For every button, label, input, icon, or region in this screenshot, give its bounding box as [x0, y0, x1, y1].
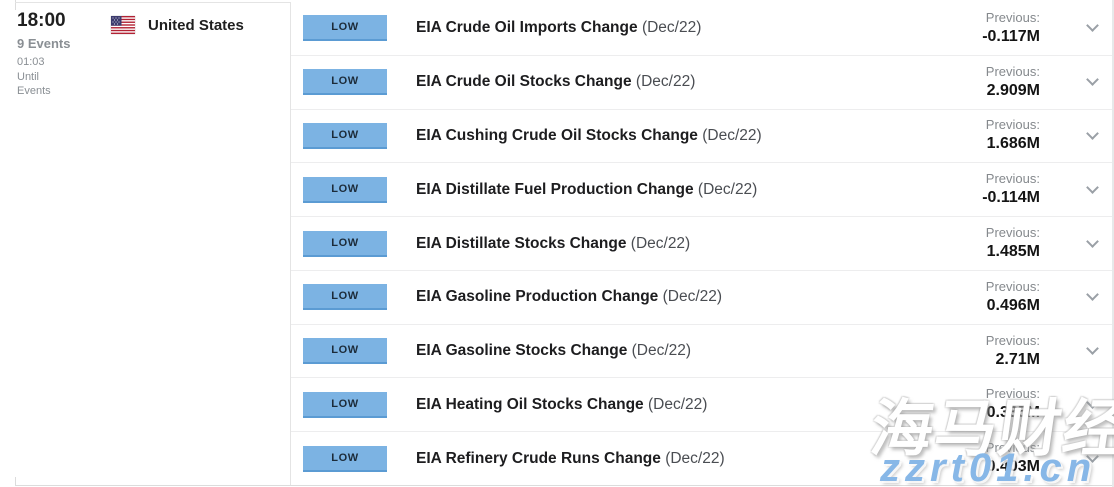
previous-value: 0.496M — [986, 296, 1040, 314]
previous-label: Previous: — [985, 440, 1040, 456]
event-period: (Dec/22) — [635, 73, 696, 91]
impact-badge-low: LOW — [303, 230, 387, 257]
previous-value-block: Previous: -0.335M — [981, 386, 1040, 423]
previous-label: Previous: — [985, 386, 1040, 402]
group-time: 18:00 — [17, 10, 66, 31]
event-row[interactable]: LOW EIA Crude Oil Imports Change (Dec/22… — [291, 2, 1112, 56]
previous-value: 1.686M — [986, 135, 1040, 153]
previous-value-block: Previous: 1.686M — [986, 117, 1040, 154]
event-period: (Dec/22) — [697, 180, 758, 198]
time-country-panel: 18:00 9 Events 01:03 Until Events — [0, 2, 290, 485]
previous-label: Previous: — [985, 171, 1040, 187]
event-name: EIA Crude Oil Imports Change (Dec/22) — [416, 19, 702, 37]
previous-label: Previous: — [985, 332, 1040, 348]
previous-value-block: Previous: -0.114M — [982, 171, 1040, 208]
panel-divider — [290, 2, 291, 485]
chevron-down-icon[interactable] — [1086, 127, 1099, 140]
event-period: (Dec/22) — [641, 19, 702, 37]
impact-badge-low: LOW — [303, 445, 387, 472]
event-name: EIA Distillate Stocks Change (Dec/22) — [416, 234, 691, 252]
event-period: (Dec/22) — [630, 234, 691, 252]
event-row[interactable]: LOW EIA Gasoline Production Change (Dec/… — [291, 270, 1112, 325]
event-name: EIA Gasoline Stocks Change (Dec/22) — [416, 342, 692, 360]
frame-line-right — [1112, 0, 1114, 487]
chevron-down-icon[interactable] — [1086, 234, 1099, 248]
event-name: EIA Distillate Fuel Production Change (D… — [416, 180, 758, 198]
previous-value: -0.335M — [981, 404, 1040, 422]
previous-value: 2.71M — [995, 350, 1040, 368]
previous-label: Previous: — [985, 117, 1040, 133]
impact-badge-low: LOW — [303, 176, 387, 203]
event-name: EIA Refinery Crude Runs Change (Dec/22) — [416, 449, 725, 467]
previous-value: 0.403M — [986, 458, 1040, 476]
previous-value: 2.909M — [986, 81, 1040, 99]
previous-value: -0.114M — [982, 189, 1040, 207]
group-event-count: 9 Events — [17, 36, 71, 51]
previous-label: Previous: — [985, 225, 1040, 241]
frame-line-bottom — [15, 485, 1112, 486]
country-header: United States — [111, 16, 244, 34]
chevron-down-icon[interactable] — [1086, 180, 1099, 194]
countdown-time: 01:03 — [17, 56, 45, 68]
chevron-down-icon[interactable] — [1086, 395, 1099, 409]
event-row[interactable]: LOW EIA Distillate Stocks Change (Dec/22… — [291, 217, 1112, 271]
impact-badge-low: LOW — [303, 122, 387, 149]
event-row[interactable]: LOW EIA Crude Oil Stocks Change (Dec/22)… — [291, 55, 1112, 110]
previous-value-block: Previous: 1.485M — [986, 225, 1040, 262]
us-flag-icon — [111, 16, 135, 34]
chevron-down-icon[interactable] — [1086, 288, 1099, 302]
chevron-down-icon[interactable] — [1086, 449, 1099, 463]
event-name: EIA Heating Oil Stocks Change (Dec/22) — [416, 395, 708, 413]
impact-badge-low: LOW — [303, 391, 387, 418]
impact-badge-low: LOW — [303, 69, 387, 96]
event-period: (Dec/22) — [665, 449, 725, 467]
event-name: EIA Gasoline Production Change (Dec/22) — [416, 288, 723, 306]
event-row[interactable]: LOW EIA Gasoline Stocks Change (Dec/22) … — [291, 324, 1112, 379]
previous-value-block: Previous: 0.496M — [986, 279, 1040, 316]
country-name: United States — [148, 16, 244, 34]
frame-stub-bottom — [15, 477, 16, 486]
event-row[interactable]: LOW EIA Refinery Crude Runs Change (Dec/… — [291, 432, 1112, 486]
previous-value-block: Previous: 2.909M — [986, 64, 1040, 101]
chevron-down-icon[interactable] — [1086, 19, 1099, 33]
event-row[interactable]: LOW EIA Distillate Fuel Production Chang… — [291, 163, 1112, 218]
previous-value-block: Previous: 2.71M — [986, 333, 1040, 370]
previous-value: -0.117M — [982, 27, 1040, 45]
previous-value: 1.485M — [986, 243, 1040, 261]
event-period: (Dec/22) — [662, 288, 723, 306]
countdown-events: Events — [17, 85, 51, 97]
event-row[interactable]: LOW EIA Cushing Crude Oil Stocks Change … — [291, 109, 1112, 164]
impact-badge-low: LOW — [303, 338, 387, 365]
impact-badge-low: LOW — [303, 15, 387, 42]
previous-value-block: Previous: 0.403M — [986, 440, 1040, 477]
previous-value-block: Previous: -0.117M — [982, 10, 1040, 47]
countdown-block: 01:03 Until Events — [17, 55, 51, 99]
countdown-until: Until — [17, 70, 40, 83]
previous-label: Previous: — [985, 9, 1040, 25]
chevron-down-icon[interactable] — [1086, 342, 1099, 355]
event-period: (Dec/22) — [647, 395, 708, 413]
event-period: (Dec/22) — [631, 342, 692, 360]
previous-label: Previous: — [985, 278, 1040, 294]
chevron-down-icon[interactable] — [1086, 73, 1099, 87]
frame-stub-top — [15, 0, 16, 10]
impact-badge-low: LOW — [303, 284, 387, 311]
event-period: (Dec/22) — [702, 126, 762, 144]
event-row[interactable]: LOW EIA Heating Oil Stocks Change (Dec/2… — [291, 378, 1112, 433]
previous-label: Previous: — [985, 63, 1040, 79]
event-name: EIA Cushing Crude Oil Stocks Change (Dec… — [416, 126, 762, 144]
event-name: EIA Crude Oil Stocks Change (Dec/22) — [416, 73, 696, 91]
events-list: LOW EIA Crude Oil Imports Change (Dec/22… — [291, 2, 1112, 486]
